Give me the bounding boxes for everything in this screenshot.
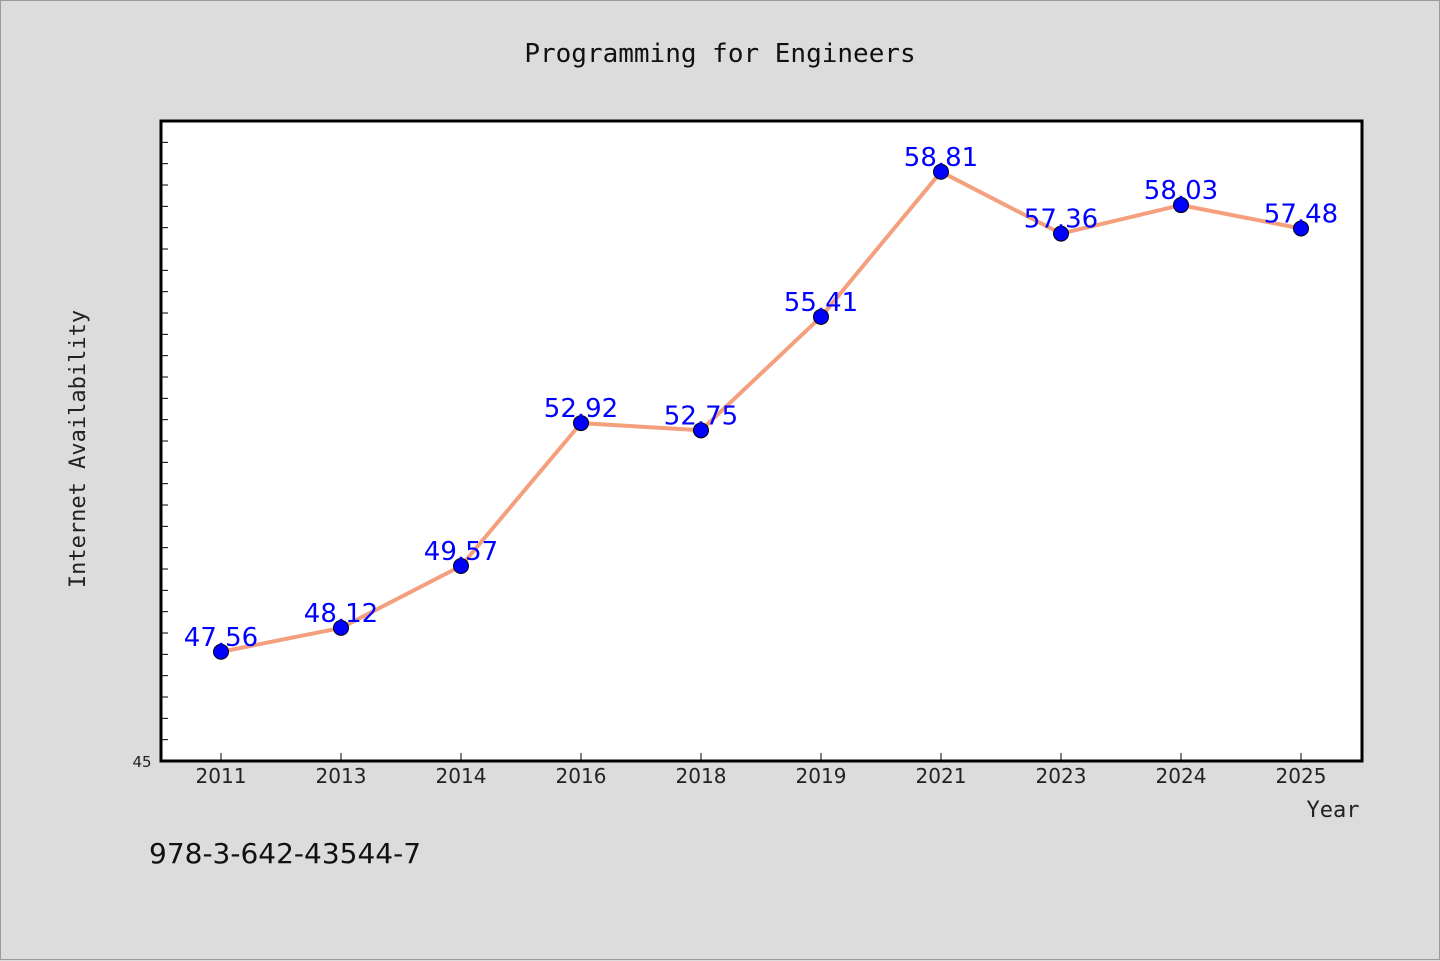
data-label: 58.03 bbox=[1144, 176, 1218, 206]
data-point bbox=[213, 643, 229, 660]
x-tick-label: 2023 bbox=[1036, 764, 1087, 788]
x-tick-label: 2014 bbox=[436, 764, 487, 788]
data-point bbox=[453, 558, 469, 575]
data-label: 57.36 bbox=[1024, 205, 1098, 235]
plot-border bbox=[159, 119, 1364, 763]
chart-title: Programming for Engineers bbox=[524, 39, 915, 69]
data-label: 49.57 bbox=[424, 537, 498, 567]
plot-area bbox=[161, 121, 1362, 761]
y-axis-label: Internet Availability bbox=[66, 310, 91, 588]
data-labels: 47.56 48.12 49.57 52.92 52.75 55.41 58.81 57.36… bbox=[184, 143, 1338, 653]
data-point bbox=[693, 422, 709, 439]
data-label: 55.41 bbox=[784, 288, 858, 318]
data-label: 58.81 bbox=[904, 143, 978, 173]
data-label: 47.56 bbox=[184, 623, 258, 653]
x-tick-label: 2018 bbox=[676, 764, 727, 788]
x-axis-tick-labels: 2011 2013 2014 2016 2018 2019 2021 2023 2024 2025 bbox=[196, 764, 1327, 788]
x-axis-label: Year bbox=[1307, 798, 1360, 823]
x-tick-label: 2025 bbox=[1276, 764, 1327, 788]
x-tick-label: 2019 bbox=[796, 764, 847, 788]
data-point bbox=[1293, 220, 1309, 237]
data-point bbox=[933, 163, 949, 180]
x-tick-label: 2011 bbox=[196, 764, 247, 788]
x-tick-label: 2024 bbox=[1156, 764, 1207, 788]
data-point bbox=[1173, 197, 1189, 214]
data-label: 52.92 bbox=[544, 394, 618, 424]
data-point bbox=[813, 308, 829, 325]
series-line bbox=[220, 169, 1302, 654]
x-tick-label: 2013 bbox=[316, 764, 367, 788]
data-point bbox=[1053, 225, 1069, 242]
data-markers bbox=[213, 163, 1309, 660]
y-axis-min-label: 45 bbox=[132, 753, 151, 771]
data-label: 48.12 bbox=[304, 599, 378, 629]
data-point bbox=[573, 415, 589, 432]
data-point bbox=[333, 619, 349, 636]
isbn-footer-text: 978-3-642-43544-7 bbox=[149, 837, 421, 870]
x-tick-label: 2021 bbox=[916, 764, 967, 788]
data-label: 52.75 bbox=[664, 401, 738, 431]
data-label: 57.48 bbox=[1264, 200, 1338, 230]
x-tick-label: 2016 bbox=[556, 764, 607, 788]
